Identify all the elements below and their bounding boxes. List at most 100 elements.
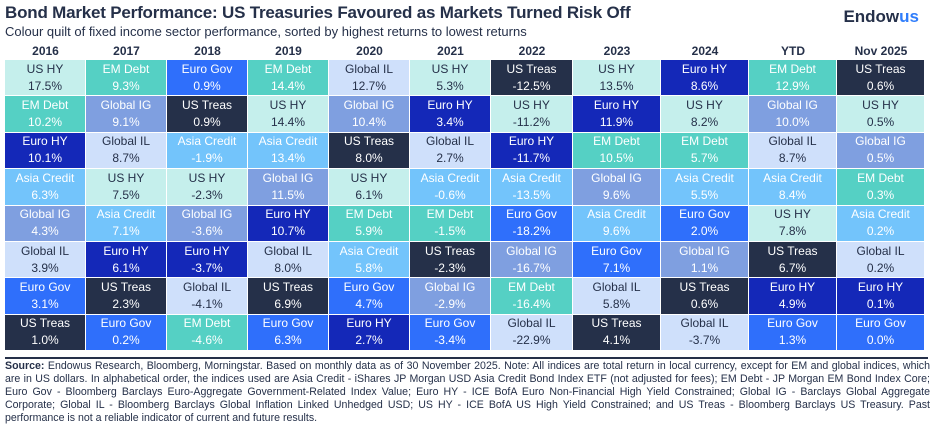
return-value: 0.6%	[690, 297, 719, 312]
quilt-cell: Global IL 8.7%	[86, 132, 166, 169]
quilt-cell: Euro Gov 0.0%	[837, 314, 924, 351]
quilt-cell: Euro Gov 4.7%	[329, 278, 409, 314]
colour-quilt-table: 2016 US HY 17.5% EM Debt 10.2% Euro HY 10.1% As…	[5, 43, 925, 351]
return-value: 0.2%	[866, 260, 895, 275]
quilt-cell: Asia Credit 0.2%	[837, 205, 924, 241]
sector-name: Asia Credit	[851, 207, 910, 222]
sector-name: US HY	[107, 170, 145, 185]
return-value: 8.0%	[274, 260, 302, 275]
return-value: -3.4%	[434, 333, 466, 348]
sector-name: Euro Gov	[767, 316, 818, 331]
quilt-cell: US HY -11.2%	[491, 96, 572, 132]
return-value: 0.5%	[866, 151, 895, 166]
sector-name: Euro Gov	[506, 207, 557, 222]
quilt-cell: Global IG 10.0%	[749, 96, 836, 132]
quilt-cell: EM Debt 0.3%	[837, 169, 924, 205]
return-value: 6.9%	[274, 297, 302, 312]
quilt-cell: EM Debt 9.3%	[86, 60, 166, 96]
return-value: 0.5%	[866, 115, 895, 130]
return-value: 3.9%	[31, 260, 59, 275]
source-label: Source:	[5, 360, 45, 372]
sector-name: US Treas	[100, 280, 151, 295]
quilt-cell: EM Debt 12.9%	[749, 60, 836, 96]
logo-accent: us	[899, 7, 919, 26]
sector-name: Global IL	[425, 134, 475, 149]
sector-name: US HY	[26, 61, 64, 76]
sector-name: Asia Credit	[15, 170, 75, 185]
sector-name: US HY	[188, 170, 226, 185]
return-value: 14.4%	[270, 115, 306, 130]
return-value: 0.0%	[866, 333, 895, 348]
sector-name: Euro Gov	[591, 243, 642, 258]
sector-name: Global IG	[591, 170, 642, 185]
quilt-cell: Euro Gov 0.2%	[86, 314, 166, 351]
sector-name: US Treas	[262, 280, 313, 295]
quilt-cell: US HY 6.1%	[329, 169, 409, 205]
quilt-cell: US Treas 2.3%	[86, 278, 166, 314]
sector-name: EM Debt	[345, 207, 393, 222]
quilt-cell: Global IL 8.0%	[248, 241, 328, 278]
column-header: YTD	[781, 44, 805, 58]
column-2021: 2021 US HY 5.3% Euro HY 3.4% Global IL 2.7% Asi…	[410, 43, 491, 351]
source-text: Endowus Research, Bloomberg, Morningstar…	[5, 360, 930, 424]
return-value: 5.7%	[690, 151, 719, 166]
sector-name: US HY	[350, 170, 388, 185]
sector-name: Global IL	[20, 243, 70, 258]
sector-name: US HY	[598, 61, 635, 76]
sector-name: US HY	[269, 98, 307, 113]
return-value: -16.4%	[512, 297, 551, 312]
quilt-cell: Global IG 10.4%	[329, 96, 409, 132]
return-value: 12.9%	[775, 78, 810, 93]
chart-title: Bond Market Performance: US Treasuries F…	[5, 3, 631, 22]
sector-name: US Treas	[181, 98, 232, 113]
quilt-cell: US HY 0.5%	[837, 96, 924, 132]
return-value: 2.7%	[355, 333, 383, 348]
return-value: 17.5%	[27, 78, 63, 93]
sector-name: US HY	[862, 98, 899, 113]
return-value: 2.3%	[112, 297, 140, 312]
sector-name: Euro HY	[22, 134, 68, 149]
quilt-cell: Global IL 2.7%	[410, 132, 490, 169]
quilt-cell: Euro Gov 7.1%	[573, 241, 660, 278]
quilt-cell: Global IG 4.3%	[5, 205, 85, 241]
return-value: 10.2%	[27, 115, 63, 130]
column-2016: 2016 US HY 17.5% EM Debt 10.2% Euro HY 10.1% As…	[5, 43, 86, 351]
return-value: 12.7%	[351, 78, 387, 93]
return-value: 0.6%	[866, 78, 895, 93]
quilt-cell: Asia Credit 13.4%	[248, 132, 328, 169]
sector-name: Euro Gov	[19, 280, 71, 295]
quilt-cell: Euro HY 10.7%	[248, 205, 328, 241]
quilt-cell: Asia Credit 5.8%	[329, 241, 409, 278]
column-2019: 2019 EM Debt 14.4% US HY 14.4% Asia Credit 13.…	[248, 43, 329, 351]
sector-name: Asia Credit	[763, 170, 822, 185]
sector-name: Global IL	[680, 316, 729, 331]
sector-name: Asia Credit	[502, 170, 561, 185]
column-header: 2019	[275, 44, 302, 58]
quilt-cell: Euro HY 10.1%	[5, 132, 85, 169]
return-value: 4.7%	[355, 297, 383, 312]
logo-text: Endow	[843, 7, 900, 26]
quilt-cell: EM Debt 14.4%	[248, 60, 328, 96]
return-value: -4.6%	[191, 333, 223, 348]
sector-name: EM Debt	[769, 61, 816, 76]
sector-name: US Treas	[679, 280, 730, 295]
return-value: 8.7%	[112, 151, 140, 166]
column-2022: 2022 US Treas -12.5% US HY -11.2% Euro HY -11.…	[491, 43, 573, 351]
quilt-cell: Euro Gov 3.1%	[5, 278, 85, 314]
sector-name: Euro Gov	[679, 207, 730, 222]
return-value: 9.1%	[112, 115, 140, 130]
sector-name: US HY	[686, 98, 723, 113]
return-value: -12.5%	[512, 78, 551, 93]
return-value: 6.7%	[778, 260, 807, 275]
quilt-cell: Global IG -3.6%	[167, 205, 247, 241]
column-2018: 2018 Euro Gov 0.9% US Treas 0.9% Asia Credit -…	[167, 43, 248, 351]
return-value: -11.2%	[512, 115, 551, 130]
sector-name: Global IL	[263, 243, 313, 258]
quilt-cell: Global IG 11.5%	[248, 169, 328, 205]
quilt-cell: US Treas 0.6%	[661, 278, 748, 314]
return-value: 10.4%	[351, 115, 387, 130]
quilt-cell: EM Debt -1.5%	[410, 205, 490, 241]
sector-name: US HY	[431, 61, 469, 76]
return-value: -2.3%	[191, 187, 223, 202]
return-value: 8.7%	[778, 151, 807, 166]
